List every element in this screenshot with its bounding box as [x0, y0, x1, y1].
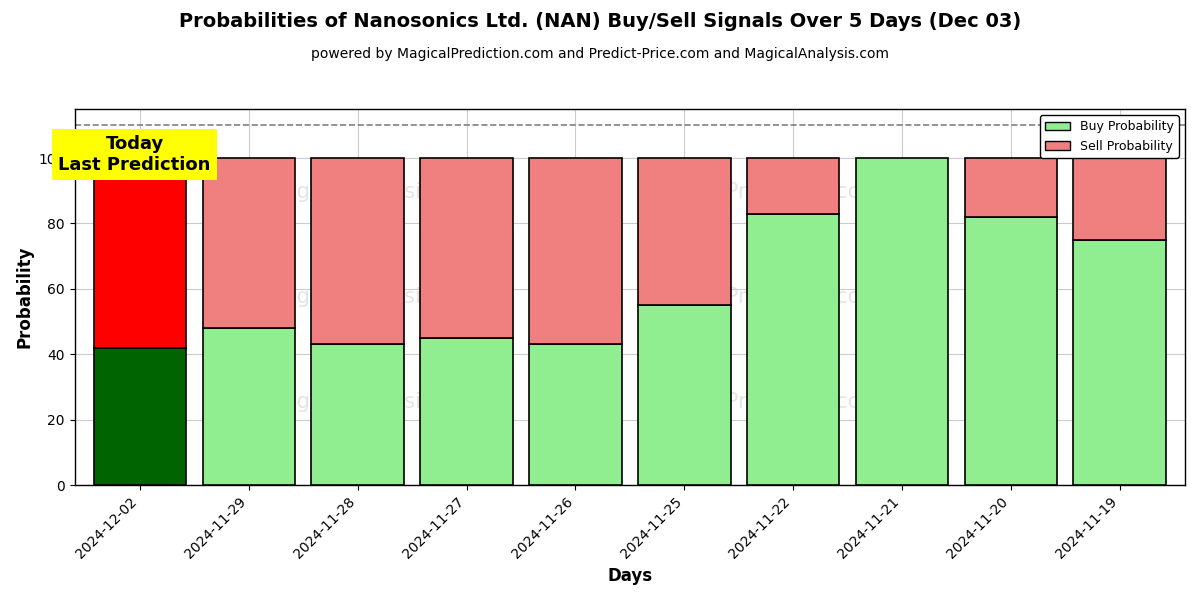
Bar	[856, 158, 948, 485]
Legend: Buy Probability, Sell Probability: Buy Probability, Sell Probability	[1040, 115, 1178, 158]
Bar	[203, 158, 295, 328]
X-axis label: Days: Days	[607, 567, 653, 585]
Bar	[1074, 158, 1166, 240]
Bar	[420, 338, 512, 485]
Bar	[203, 328, 295, 485]
Bar	[420, 158, 512, 338]
Bar	[965, 217, 1057, 485]
Text: MagicalPrediction.com: MagicalPrediction.com	[646, 287, 881, 307]
Text: powered by MagicalPrediction.com and Predict-Price.com and MagicalAnalysis.com: powered by MagicalPrediction.com and Pre…	[311, 47, 889, 61]
Bar	[746, 158, 839, 214]
Y-axis label: Probability: Probability	[16, 246, 34, 348]
Bar	[312, 158, 404, 344]
Bar	[638, 305, 731, 485]
Bar	[312, 344, 404, 485]
Text: Today
Last Prediction: Today Last Prediction	[59, 135, 211, 174]
Bar	[529, 158, 622, 344]
Bar	[965, 158, 1057, 217]
Bar	[94, 348, 186, 485]
Bar	[94, 158, 186, 348]
Bar	[1074, 240, 1166, 485]
Bar	[746, 214, 839, 485]
Text: MagicalAnalysis.com: MagicalAnalysis.com	[266, 392, 482, 412]
Bar	[638, 158, 731, 305]
Text: Probabilities of Nanosonics Ltd. (NAN) Buy/Sell Signals Over 5 Days (Dec 03): Probabilities of Nanosonics Ltd. (NAN) B…	[179, 12, 1021, 31]
Text: MagicalAnalysis.com: MagicalAnalysis.com	[266, 182, 482, 202]
Bar	[529, 344, 622, 485]
Text: MagicalPrediction.com: MagicalPrediction.com	[646, 392, 881, 412]
Text: MagicalPrediction.com: MagicalPrediction.com	[646, 182, 881, 202]
Text: MagicalAnalysis.com: MagicalAnalysis.com	[266, 287, 482, 307]
